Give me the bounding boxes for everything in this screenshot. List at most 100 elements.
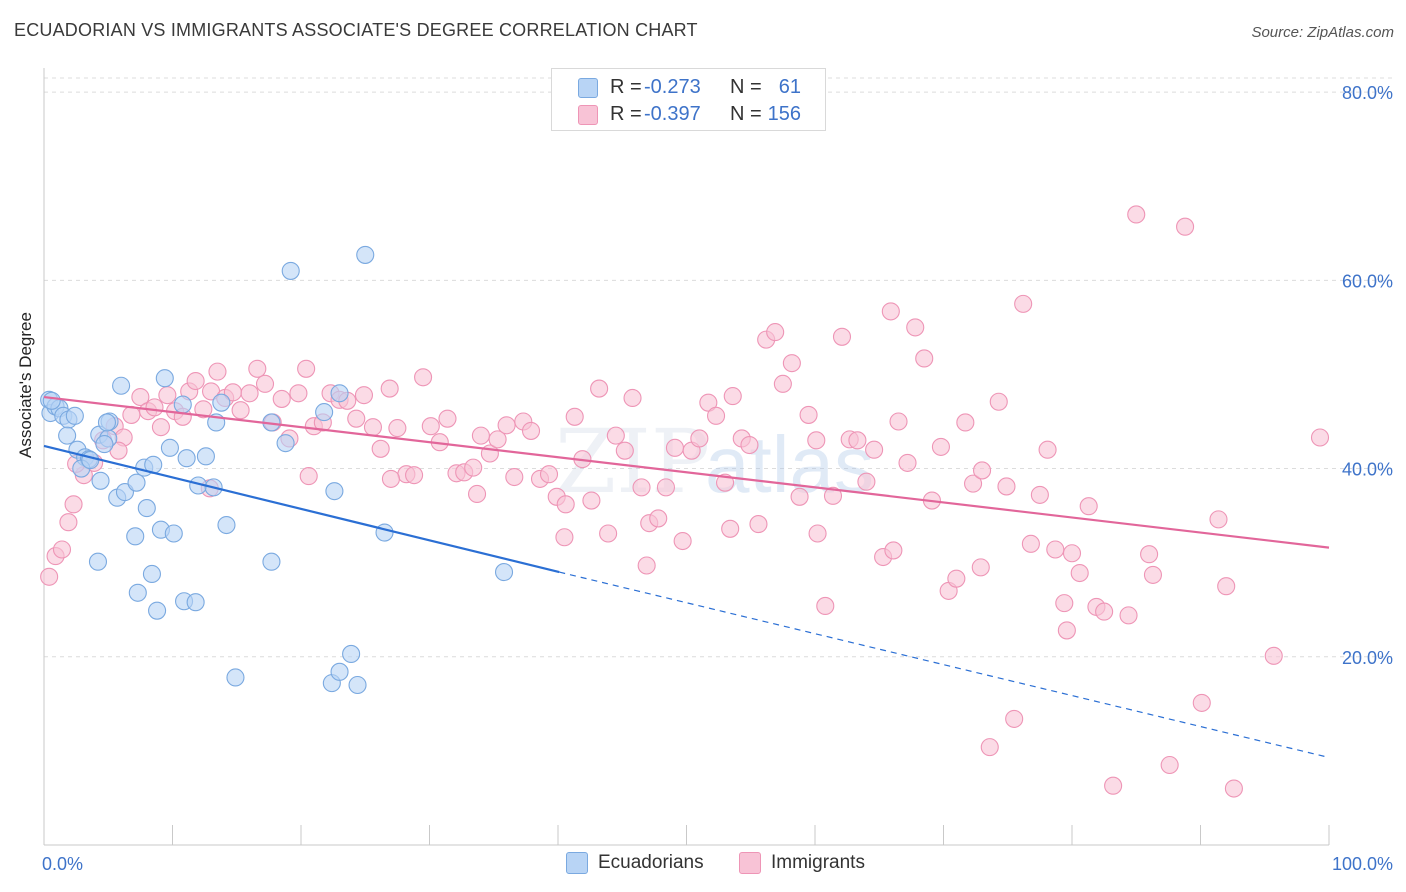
immigrant-point: [832, 327, 852, 346]
immigrant-point: [721, 519, 740, 538]
immigrant-point: [1310, 428, 1330, 447]
y-axis-label: Associate's Degree: [16, 312, 35, 458]
immigrant-point: [1014, 294, 1033, 313]
immigrant-point: [582, 491, 601, 510]
immigrant-point: [565, 407, 584, 426]
immigrant-point: [240, 384, 259, 403]
immigrant-point: [1079, 497, 1098, 516]
immigrant-point: [971, 558, 990, 577]
immigrant-point: [707, 406, 726, 425]
immigrant-point: [363, 418, 383, 437]
ecuadorian-point: [81, 451, 100, 470]
r-value: -0.273: [644, 76, 701, 98]
immigrant-point: [1160, 755, 1179, 775]
r-value: -0.397: [644, 103, 701, 125]
x-tick-label: 100.0%: [1332, 854, 1393, 874]
immigrant-point: [690, 429, 709, 448]
ecuadorian-point: [348, 675, 367, 695]
immigrant-point: [1062, 544, 1082, 563]
r-label: R =: [610, 103, 642, 125]
immigrant-point: [186, 371, 205, 391]
immigrant-point: [1143, 565, 1163, 584]
immigrant-point: [906, 318, 925, 337]
immigrant-point: [723, 387, 742, 406]
ecuadorian-point: [128, 583, 147, 602]
immigrant-point: [471, 426, 490, 445]
ecuadorian-point: [142, 564, 161, 584]
immigrant-point: [231, 401, 250, 420]
immigrant-point: [1005, 709, 1024, 728]
immigrant-point: [623, 388, 642, 408]
immigrant-point: [615, 441, 634, 460]
tick-labels: 20.0% 40.0% 60.0% 80.0% 0.0% 100.0%: [42, 83, 1393, 874]
ecuadorian-point: [88, 552, 108, 571]
immigrant-point: [773, 374, 792, 393]
immigrant-point: [64, 495, 83, 514]
immigrant-point: [590, 379, 609, 398]
immigrant-point: [52, 540, 72, 559]
ecuadorian-point: [276, 434, 295, 453]
ecuadorian-point: [177, 449, 196, 468]
immigrant-point: [59, 513, 78, 532]
ecuadorian-points: [40, 245, 514, 695]
immigrant-point: [956, 413, 975, 432]
ecuadorian-point: [65, 406, 84, 425]
ecuadorian-point: [97, 413, 117, 432]
ecuadorian-trend-line: [43, 444, 560, 574]
chart-title: ECUADORIAN VS IMMIGRANTS ASSOCIATE'S DEG…: [14, 20, 698, 40]
y-tick-label: 80.0%: [1342, 83, 1393, 103]
immigrant-point: [807, 431, 826, 450]
immigrant-point: [248, 359, 267, 378]
immigrant-point: [539, 465, 559, 484]
immigrant-point: [488, 430, 507, 449]
immigrant-swatch: [739, 852, 761, 874]
immigrant-point: [145, 398, 164, 417]
immigrant-point: [740, 435, 759, 455]
immigrant-point: [632, 478, 651, 497]
immigrant-point: [1176, 217, 1195, 236]
ecuadorian-point: [58, 426, 77, 445]
immigrant-point: [131, 387, 150, 407]
n-label: N =: [730, 76, 762, 98]
immigrant-point: [931, 437, 950, 456]
x-tick-label: 0.0%: [42, 854, 83, 874]
ecuadorian-point: [112, 376, 131, 395]
immigrant-point: [467, 484, 487, 504]
immigrant-point: [898, 453, 917, 472]
immigrant-point: [1127, 205, 1146, 224]
immigrant-point: [1046, 540, 1065, 559]
immigrant-point: [1264, 646, 1283, 665]
immigrant-point: [881, 302, 900, 321]
ecuadorian-point: [315, 403, 334, 422]
immigrant-point: [915, 349, 934, 368]
immigrant-point: [158, 386, 177, 405]
immigrant-point: [380, 379, 399, 398]
immigrant-point: [599, 524, 618, 543]
ecuadorian-point: [262, 552, 281, 571]
immigrant-point: [1070, 563, 1089, 583]
immigrant-point: [782, 354, 801, 373]
immigrant-point: [823, 486, 843, 505]
immigrant-point: [555, 528, 574, 547]
immigrant-swatch: [578, 105, 598, 125]
immigrant-point: [421, 417, 440, 436]
immigrant-point: [151, 418, 170, 437]
immigrant-point: [997, 477, 1016, 496]
ecuadorian-point: [330, 662, 349, 681]
ecuadorian-point: [127, 473, 146, 492]
immigrant-point: [1057, 621, 1076, 640]
immigrant-point: [194, 400, 213, 419]
immigrant-point: [972, 461, 992, 480]
immigrant-point: [964, 474, 983, 493]
legend-label: Ecuadorians: [598, 852, 704, 873]
n-label: N =: [730, 103, 762, 125]
ecuadorian-swatch: [578, 78, 598, 98]
immigrant-point: [1038, 440, 1057, 459]
immigrant-point: [381, 469, 401, 488]
immigrant-point: [272, 389, 291, 408]
immigrant-point: [1140, 545, 1159, 564]
ecuadorian-point: [325, 482, 344, 501]
immigrant-point: [637, 556, 656, 575]
immigrant-point: [1192, 693, 1211, 712]
